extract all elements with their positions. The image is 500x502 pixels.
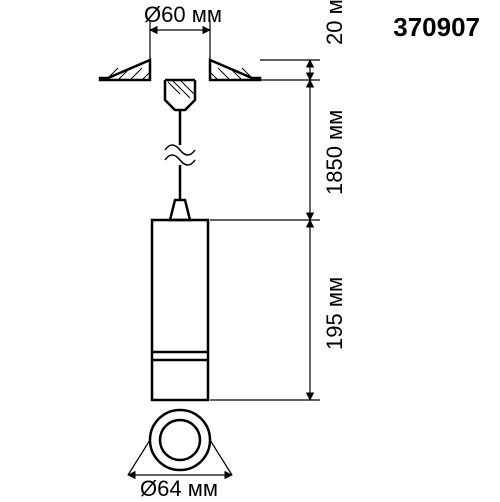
dim-vertical: [210, 60, 320, 400]
label-cable-length: 1850 мм: [322, 110, 348, 195]
cable-grip: [170, 200, 190, 220]
luminaire-body: [152, 220, 208, 400]
bottom-view: [128, 410, 232, 475]
label-body-length: 195 мм: [322, 277, 348, 350]
label-body-diameter: Ø64 мм: [140, 476, 218, 502]
label-mount-height: 20 мм: [322, 0, 348, 45]
label-ceiling-diameter: Ø60 мм: [144, 2, 222, 28]
cable: [165, 110, 195, 200]
technical-drawing: [0, 0, 500, 500]
product-code: 370907: [393, 12, 480, 43]
ceiling-mount: [100, 60, 260, 110]
